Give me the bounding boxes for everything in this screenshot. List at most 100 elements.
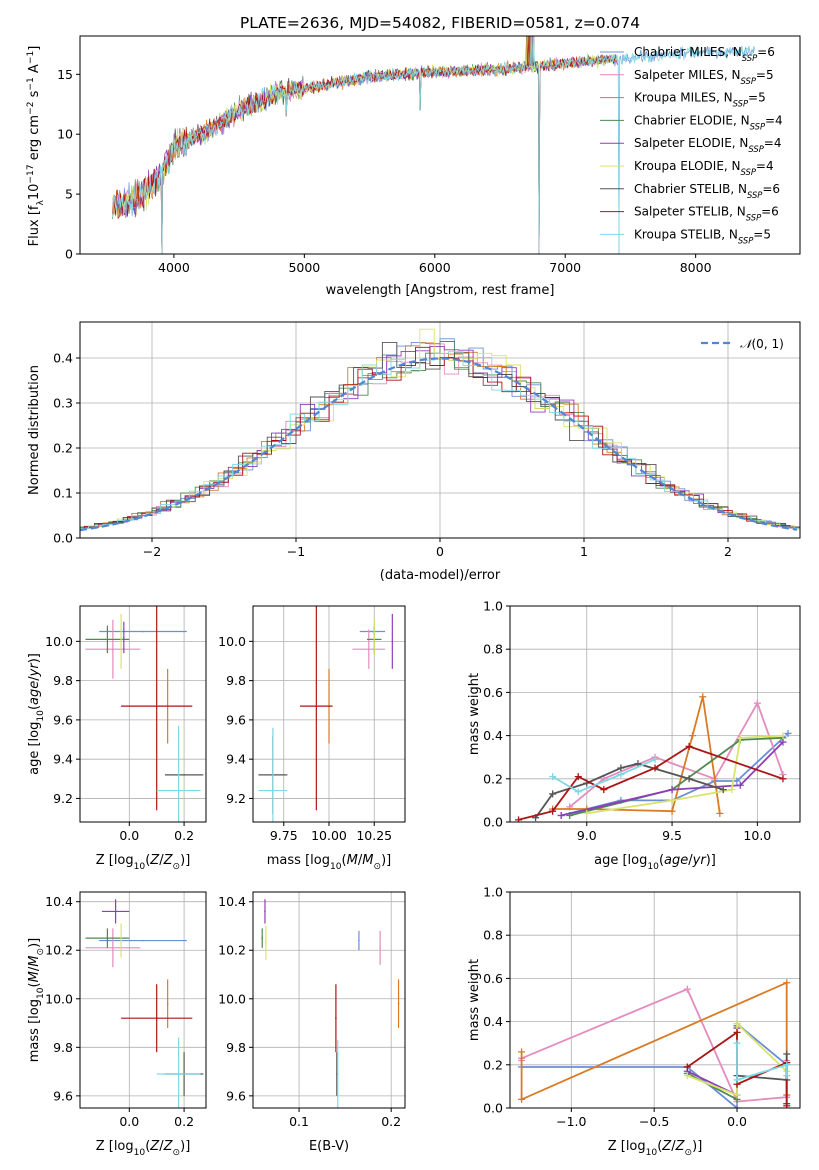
- data-point: [264, 910, 266, 913]
- x-tick-label: −1.0: [556, 1114, 586, 1129]
- massweight-marker: [783, 1072, 791, 1080]
- massweight-series-3: [569, 736, 783, 817]
- axes-frame: [252, 891, 406, 1109]
- x-tick-label: 9.75: [270, 828, 298, 843]
- plot-area: [253, 606, 405, 822]
- y-tick-label: 9.8: [226, 673, 246, 688]
- data-point: [368, 648, 370, 650]
- histogram-series-1: [80, 343, 800, 529]
- y-axis-label: mass weight: [467, 673, 482, 755]
- massweight-marker: [683, 985, 691, 993]
- x-axis-label: Z [log10(Z/Z⊙)]: [96, 853, 191, 872]
- massweight-marker: [651, 755, 659, 763]
- y-tick-label: 9.6: [53, 712, 73, 727]
- data-point: [166, 1002, 169, 1005]
- massweight-marker: [515, 816, 523, 822]
- data-point: [373, 636, 376, 639]
- axes-mass_vs_Z: 0.0 0.2 9.6 9.8 10.0 10.2 10.4 Z [log10(Z/Z⊙)] m…: [27, 891, 207, 1158]
- legend-entry: Salpeter STELIB, NSSP=6: [634, 205, 779, 223]
- y-tick-label: 0.3: [53, 396, 73, 411]
- massweight-marker: [651, 764, 659, 772]
- x-tick-label: −2: [143, 544, 161, 559]
- massweight-marker: [733, 1076, 741, 1084]
- axes-frame: [252, 605, 406, 823]
- plot-area: [80, 606, 206, 822]
- y-tick-label: 9.2: [226, 791, 246, 806]
- massweight-series-2: [552, 696, 721, 814]
- x-axis-label: age [log10(age/yr)]: [594, 853, 716, 872]
- y-tick-label: 0: [65, 247, 73, 262]
- legend-entry: Kroupa STELIB, NSSP=5: [634, 227, 771, 245]
- massweight-marker: [685, 742, 693, 750]
- axes-frame: [509, 605, 801, 823]
- massweight-series-6: [736, 1054, 788, 1104]
- x-tick-label: 10.00: [311, 828, 347, 843]
- x-tick-label: −0.5: [639, 1114, 669, 1129]
- massweight-series-8: [736, 1043, 788, 1082]
- data-point: [272, 789, 274, 792]
- y-tick-label: 10.4: [45, 894, 73, 909]
- x-tick-label: 2: [724, 544, 732, 559]
- massweight-marker: [518, 1048, 526, 1056]
- data-point: [379, 947, 381, 949]
- histogram-series-8: [80, 351, 800, 530]
- data-point: [183, 774, 185, 776]
- legend-entry: Kroupa MILES, NSSP=5: [634, 91, 766, 109]
- y-tick-label: 0.8: [483, 928, 503, 943]
- y-tick-label: 0.6: [483, 685, 503, 700]
- x-tick-label: 10.25: [356, 828, 392, 843]
- data-point: [315, 705, 318, 707]
- massweight-marker: [617, 764, 625, 772]
- massweight-marker: [784, 729, 792, 737]
- y-tick-label: 5: [65, 187, 73, 202]
- massweight-marker: [600, 786, 608, 794]
- x-axis-label: mass [log10(M/M⊙)]: [267, 853, 391, 872]
- x-axis-label: Z [log10(Z/Z⊙)]: [96, 1139, 191, 1158]
- massweight-marker: [733, 1104, 741, 1108]
- massweight-marker: [668, 807, 676, 815]
- massweight-marker: [783, 1102, 791, 1108]
- axes-massweight_vs_age: 9.0 9.5 10.0 0.0 0.2 0.4 0.6 0.8 1.0 age [log10(a…: [467, 599, 801, 872]
- x-tick-label: 6000: [419, 260, 451, 275]
- axes-spectrum: 4000 5000 6000 7000 8000 0 5 10 15 PLATE=2636, MJ…: [26, 14, 801, 298]
- data-point: [106, 937, 109, 939]
- axes-mass_vs_EBV: 0.1 0.2 9.6 9.8 10.0 10.2 10.4 E(B-V): [218, 891, 406, 1154]
- x-tick-label: 0.2: [381, 1114, 401, 1129]
- x-tick-label: 1: [580, 544, 588, 559]
- legend-entry: 𝒩(0, 1): [740, 337, 784, 351]
- massweight-marker: [783, 1050, 791, 1058]
- y-tick-label: 0.1: [53, 486, 73, 501]
- y-axis-label: Flux [fλ10−17 erg cm−2 s−1 A−1]: [26, 46, 46, 247]
- data-point: [177, 789, 180, 792]
- y-tick-label: 10.4: [218, 894, 246, 909]
- x-tick-label: −1: [287, 544, 305, 559]
- y-tick-label: 9.8: [53, 1040, 73, 1055]
- axes-massweight_vs_Z: −1.0 −0.5 0.0 0.0 0.2 0.4 0.6 0.8 1.0 Z [log10(Z/…: [467, 885, 801, 1158]
- plot-area: [80, 322, 800, 538]
- data-point: [391, 640, 394, 643]
- data-point: [112, 947, 114, 949]
- x-tick-label: 7000: [549, 260, 581, 275]
- y-tick-label: 0.2: [53, 441, 73, 456]
- x-tick-label: 4000: [158, 260, 190, 275]
- y-tick-label: 10.2: [45, 943, 73, 958]
- histogram-series-6: [80, 341, 800, 530]
- data-point: [397, 1002, 400, 1005]
- x-tick-label: 9.5: [662, 828, 682, 843]
- axes-frame: [79, 605, 207, 823]
- x-axis-label: Z [log10(Z/Z⊙)]: [608, 1139, 703, 1158]
- y-tick-label: 10.0: [45, 991, 73, 1006]
- data-point: [358, 939, 360, 942]
- y-tick-label: 10: [57, 127, 73, 142]
- data-point: [261, 937, 264, 939]
- massweight-marker: [783, 1061, 791, 1069]
- x-axis-label: (data-model)/error: [380, 568, 501, 583]
- massweight-marker: [733, 1091, 741, 1099]
- y-tick-label: 9.8: [53, 673, 73, 688]
- spectrum-series-8: [112, 36, 755, 254]
- plot-area: [253, 892, 405, 1108]
- massweight-marker: [779, 738, 787, 746]
- y-axis-label: age [log10(age/yr)]: [27, 653, 46, 775]
- data-point: [112, 648, 114, 650]
- y-tick-label: 10.0: [45, 634, 73, 649]
